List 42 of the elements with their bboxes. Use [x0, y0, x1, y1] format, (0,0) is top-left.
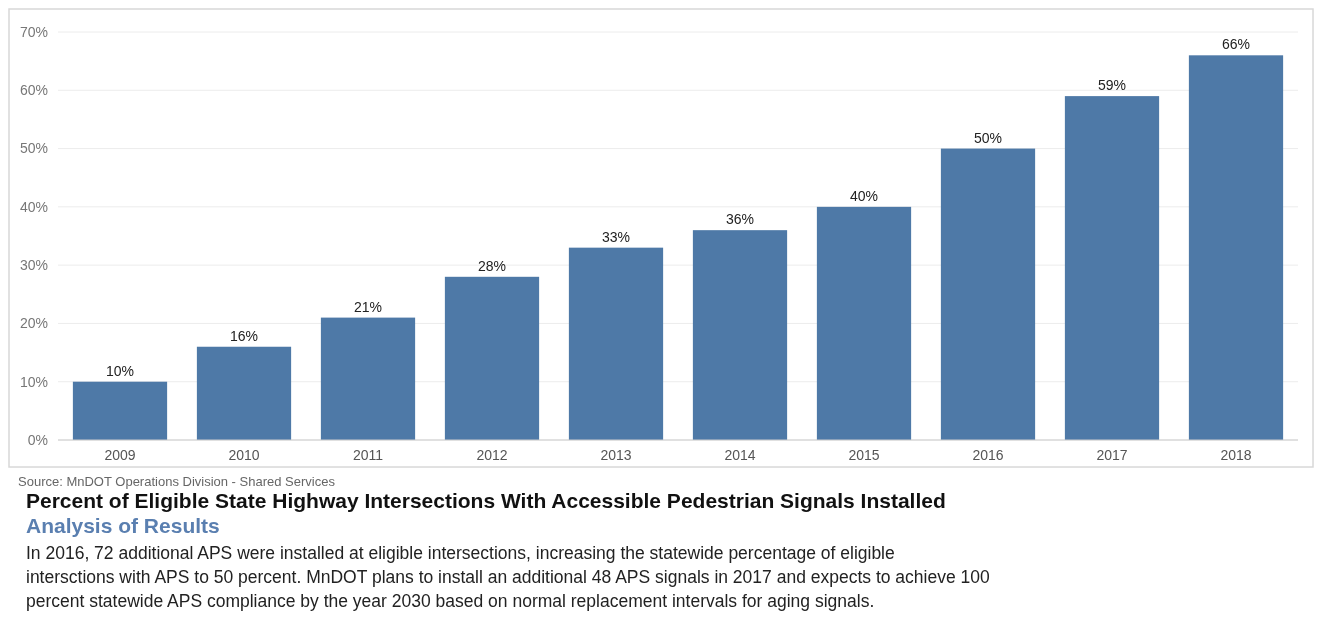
x-tick-label: 2010 [228, 447, 260, 463]
y-tick-label: 10% [19, 373, 48, 390]
y-tick-label: 50% [19, 140, 48, 157]
bar [568, 247, 664, 440]
source-note: Source: MnDOT Operations Division - Shared Services [18, 474, 336, 489]
text: Analysis of Results [26, 514, 220, 537]
data-label: 66% [1221, 36, 1251, 53]
bar [692, 230, 788, 440]
data-label: 16% [229, 327, 259, 344]
x-tick-label: 2012 [476, 447, 508, 463]
x-tick-label: 2014 [724, 447, 756, 463]
y-tick-label: 70% [19, 23, 48, 40]
x-tick-label: 2013 [600, 447, 632, 463]
bar [816, 206, 912, 440]
bar [444, 276, 540, 440]
data-label: 21% [353, 298, 383, 315]
data-label: 59% [1097, 77, 1127, 94]
x-tick-label: 2009 [104, 447, 136, 463]
x-tick-label: 2015 [848, 447, 880, 463]
bar [1064, 96, 1160, 440]
text: In 2016, 72 additional APS were installed at eligible intersections, increasing the statewide percentage of eligible intersctions with APS to 50 percent. MnDOT plans to install an additional 48 APS signals in 2017 and expects to achieve 100 percent statewide APS compliance by the year 2030 based on normal replacement intervals for aging signals. [26, 543, 990, 611]
text: Percent of Eligible State Highway Intersections With Accessible Pedestrian Signals Installed [26, 489, 946, 512]
y-tick-label: 20% [19, 315, 48, 332]
y-tick-label: 60% [19, 82, 48, 99]
y-tick-label: 40% [19, 198, 48, 215]
x-tick-label: 2017 [1096, 447, 1128, 463]
y-tick-label: 0% [27, 431, 48, 448]
bar [196, 346, 292, 440]
bar [72, 381, 168, 440]
x-tick-label: 2011 [352, 447, 384, 463]
data-label: 33% [601, 228, 631, 245]
data-label: 28% [477, 257, 507, 274]
x-tick-label: 2018 [1220, 447, 1252, 463]
y-tick-label: 30% [19, 257, 48, 274]
data-label: 10% [105, 362, 135, 379]
bar [940, 148, 1036, 440]
data-label: 50% [973, 129, 1003, 146]
data-label: 36% [725, 211, 755, 228]
x-tick-label: 2016 [972, 447, 1004, 463]
data-label: 40% [849, 187, 879, 204]
bar [320, 317, 416, 440]
bar [1188, 55, 1284, 440]
